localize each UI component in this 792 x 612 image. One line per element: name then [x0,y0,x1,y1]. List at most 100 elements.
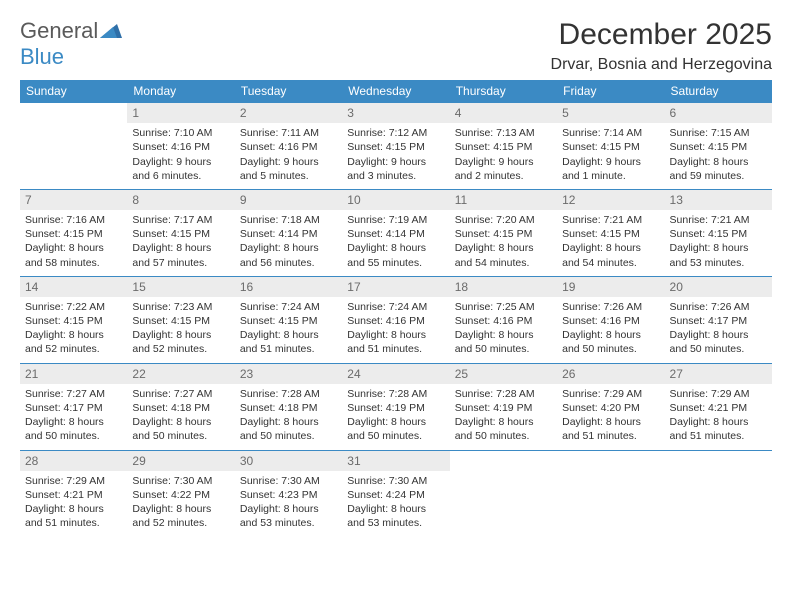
daylight-text: Daylight: 8 hours and 50 minutes. [455,328,552,356]
sunrise-text: Sunrise: 7:17 AM [132,213,229,227]
daylight-text: Daylight: 8 hours and 50 minutes. [25,415,122,443]
sunset-text: Sunset: 4:17 PM [670,314,767,328]
day-number: 30 [235,451,342,471]
day-number: 5 [557,103,664,123]
sunset-text: Sunset: 4:18 PM [240,401,337,415]
day-number: 6 [665,103,772,123]
calendar-day-cell: 25Sunrise: 7:28 AMSunset: 4:19 PMDayligh… [450,363,557,450]
sunrise-text: Sunrise: 7:10 AM [132,126,229,140]
day-number: 27 [665,364,772,384]
day-number: 17 [342,277,449,297]
sunset-text: Sunset: 4:14 PM [347,227,444,241]
logo-triangle-icon [100,18,122,44]
calendar-day-cell [557,450,664,536]
daylight-text: Daylight: 8 hours and 50 minutes. [347,415,444,443]
daylight-text: Daylight: 8 hours and 50 minutes. [132,415,229,443]
calendar-day-cell: 13Sunrise: 7:21 AMSunset: 4:15 PMDayligh… [665,189,772,276]
sunrise-text: Sunrise: 7:21 AM [670,213,767,227]
sunrise-text: Sunrise: 7:30 AM [347,474,444,488]
sunset-text: Sunset: 4:15 PM [25,314,122,328]
daylight-text: Daylight: 8 hours and 51 minutes. [240,328,337,356]
sunset-text: Sunset: 4:24 PM [347,488,444,502]
daylight-text: Daylight: 8 hours and 53 minutes. [240,502,337,530]
day-number: 25 [450,364,557,384]
sunrise-text: Sunrise: 7:29 AM [670,387,767,401]
sunrise-text: Sunrise: 7:27 AM [25,387,122,401]
day-number: 11 [450,190,557,210]
day-number: 3 [342,103,449,123]
sunrise-text: Sunrise: 7:22 AM [25,300,122,314]
sunset-text: Sunset: 4:15 PM [455,140,552,154]
sunrise-text: Sunrise: 7:19 AM [347,213,444,227]
daylight-text: Daylight: 8 hours and 53 minutes. [670,241,767,269]
calendar-day-cell: 31 Sunrise: 7:30 AMSunset: 4:24 PMDayligh… [342,450,449,536]
day-number: 15 [127,277,234,297]
month-title: December 2025 [551,18,772,52]
sunset-text: Sunset: 4:15 PM [240,314,337,328]
calendar-week-row: 1Sunrise: 7:10 AMSunset: 4:16 PMDaylight… [20,103,772,190]
calendar-day-cell: 3Sunrise: 7:12 AMSunset: 4:15 PMDaylight… [342,103,449,190]
calendar-day-cell: 8 Sunrise: 7:17 AMSunset: 4:15 PMDaylight… [127,189,234,276]
brand-logo: General Blue [20,18,122,70]
sunset-text: Sunset: 4:23 PM [240,488,337,502]
day-number: 16 [235,277,342,297]
calendar-week-row: 28Sunrise: 7:29 AMSunset: 4:21 PMDayligh… [20,450,772,536]
day-number: 12 [557,190,664,210]
sunset-text: Sunset: 4:19 PM [455,401,552,415]
daylight-text: Daylight: 8 hours and 52 minutes. [132,328,229,356]
calendar-day-cell: 30Sunrise: 7:30 AMSunset: 4:23 PMDayligh… [235,450,342,536]
daylight-text: Daylight: 9 hours and 3 minutes. [347,155,444,183]
sunrise-text: Sunrise: 7:18 AM [240,213,337,227]
calendar-day-cell: 27Sunrise: 7:29 AMSunset: 4:21 PMDayligh… [665,363,772,450]
sunrise-text: Sunrise: 7:26 AM [562,300,659,314]
calendar-day-cell: 23Sunrise: 7:28 AMSunset: 4:18 PMDayligh… [235,363,342,450]
daylight-text: Daylight: 8 hours and 50 minutes. [562,328,659,356]
calendar-day-cell [20,103,127,190]
sunset-text: Sunset: 4:15 PM [347,140,444,154]
day-number: 28 [20,451,127,471]
sunrise-text: Sunrise: 7:21 AM [562,213,659,227]
day-number: 14 [20,277,127,297]
sunrise-text: Sunrise: 7:13 AM [455,126,552,140]
calendar-day-cell: 19Sunrise: 7:26 AMSunset: 4:16 PMDayligh… [557,276,664,363]
sunset-text: Sunset: 4:18 PM [132,401,229,415]
sunset-text: Sunset: 4:15 PM [25,227,122,241]
calendar-day-cell: 26Sunrise: 7:29 AMSunset: 4:20 PMDayligh… [557,363,664,450]
daylight-text: Daylight: 8 hours and 57 minutes. [132,241,229,269]
day-number: 9 [235,190,342,210]
daylight-text: Daylight: 8 hours and 50 minutes. [455,415,552,443]
daylight-text: Daylight: 8 hours and 58 minutes. [25,241,122,269]
sunset-text: Sunset: 4:15 PM [562,140,659,154]
calendar-day-cell: 28Sunrise: 7:29 AMSunset: 4:21 PMDayligh… [20,450,127,536]
day-number: 19 [557,277,664,297]
daylight-text: Daylight: 8 hours and 53 minutes. [347,502,444,530]
daylight-text: Daylight: 9 hours and 2 minutes. [455,155,552,183]
weekday-header: Thursday [450,80,557,103]
sunset-text: Sunset: 4:16 PM [240,140,337,154]
sunrise-text: Sunrise: 7:26 AM [670,300,767,314]
daylight-text: Daylight: 9 hours and 6 minutes. [132,155,229,183]
sunset-text: Sunset: 4:16 PM [455,314,552,328]
sunset-text: Sunset: 4:15 PM [132,227,229,241]
calendar-body: 1Sunrise: 7:10 AMSunset: 4:16 PMDaylight… [20,103,772,537]
daylight-text: Daylight: 8 hours and 51 minutes. [25,502,122,530]
daylight-text: Daylight: 8 hours and 51 minutes. [562,415,659,443]
calendar-day-cell: 29Sunrise: 7:30 AMSunset: 4:22 PMDayligh… [127,450,234,536]
sunset-text: Sunset: 4:15 PM [562,227,659,241]
calendar-day-cell: 16Sunrise: 7:24 AMSunset: 4:15 PMDayligh… [235,276,342,363]
day-number: 23 [235,364,342,384]
calendar-day-cell [665,450,772,536]
day-number: 8 [127,190,234,210]
sunrise-text: Sunrise: 7:30 AM [132,474,229,488]
daylight-text: Daylight: 8 hours and 54 minutes. [455,241,552,269]
day-number: 31 [342,451,449,471]
sunset-text: Sunset: 4:15 PM [670,140,767,154]
page-header: General Blue December 2025 Drvar, Bosnia… [20,18,772,74]
calendar-day-cell: 2Sunrise: 7:11 AMSunset: 4:16 PMDaylight… [235,103,342,190]
daylight-text: Daylight: 9 hours and 1 minute. [562,155,659,183]
day-number: 4 [450,103,557,123]
sunrise-text: Sunrise: 7:16 AM [25,213,122,227]
sunrise-text: Sunrise: 7:24 AM [347,300,444,314]
sunrise-text: Sunrise: 7:28 AM [240,387,337,401]
logo-word-general: General [20,18,98,43]
